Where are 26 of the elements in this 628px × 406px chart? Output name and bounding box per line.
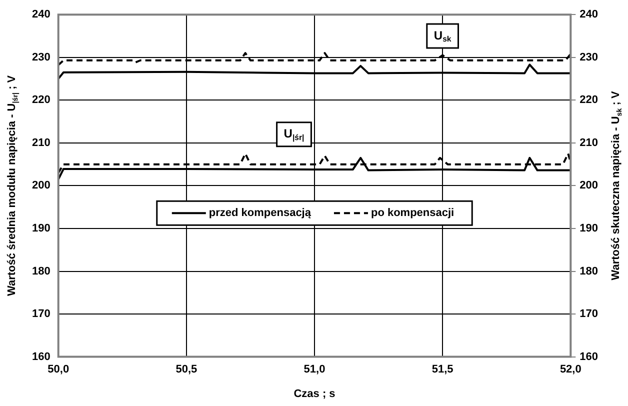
y2-tick-label: 190 <box>580 222 598 235</box>
x-axis-title: Czas ; s <box>294 388 336 400</box>
y-tick-label: 220 <box>32 94 50 106</box>
y2-tick-label: 180 <box>580 265 598 278</box>
x-tick-label: 50,5 <box>176 363 198 376</box>
x-tick-label: 51,5 <box>432 363 454 376</box>
y2-tick-label: 220 <box>580 94 598 106</box>
x-tick-label: 52,0 <box>560 363 582 376</box>
x-tick-label: 50,0 <box>48 363 70 376</box>
y2-tick-label: 200 <box>580 180 598 192</box>
y-tick-label: 160 <box>32 350 50 363</box>
y2-tick-label: 230 <box>580 51 598 64</box>
legend-label: przed kompensacją <box>208 207 312 220</box>
y2-tick-label: 160 <box>580 350 598 363</box>
legend-label: po kompensacji <box>370 207 454 220</box>
y-tick-label: 190 <box>32 222 50 235</box>
y2-tick-label: 210 <box>580 136 598 149</box>
y-tick-label: 170 <box>32 308 50 320</box>
y-tick-label: 210 <box>32 136 50 149</box>
y-tick-label: 240 <box>32 8 50 21</box>
x-tick-label: 51,0 <box>304 363 326 376</box>
y-tick-label: 180 <box>32 265 50 278</box>
y2-tick-label: 240 <box>580 8 598 21</box>
y-tick-label: 230 <box>32 51 50 64</box>
y2-tick-label: 170 <box>580 308 598 320</box>
y-tick-label: 200 <box>32 180 50 192</box>
